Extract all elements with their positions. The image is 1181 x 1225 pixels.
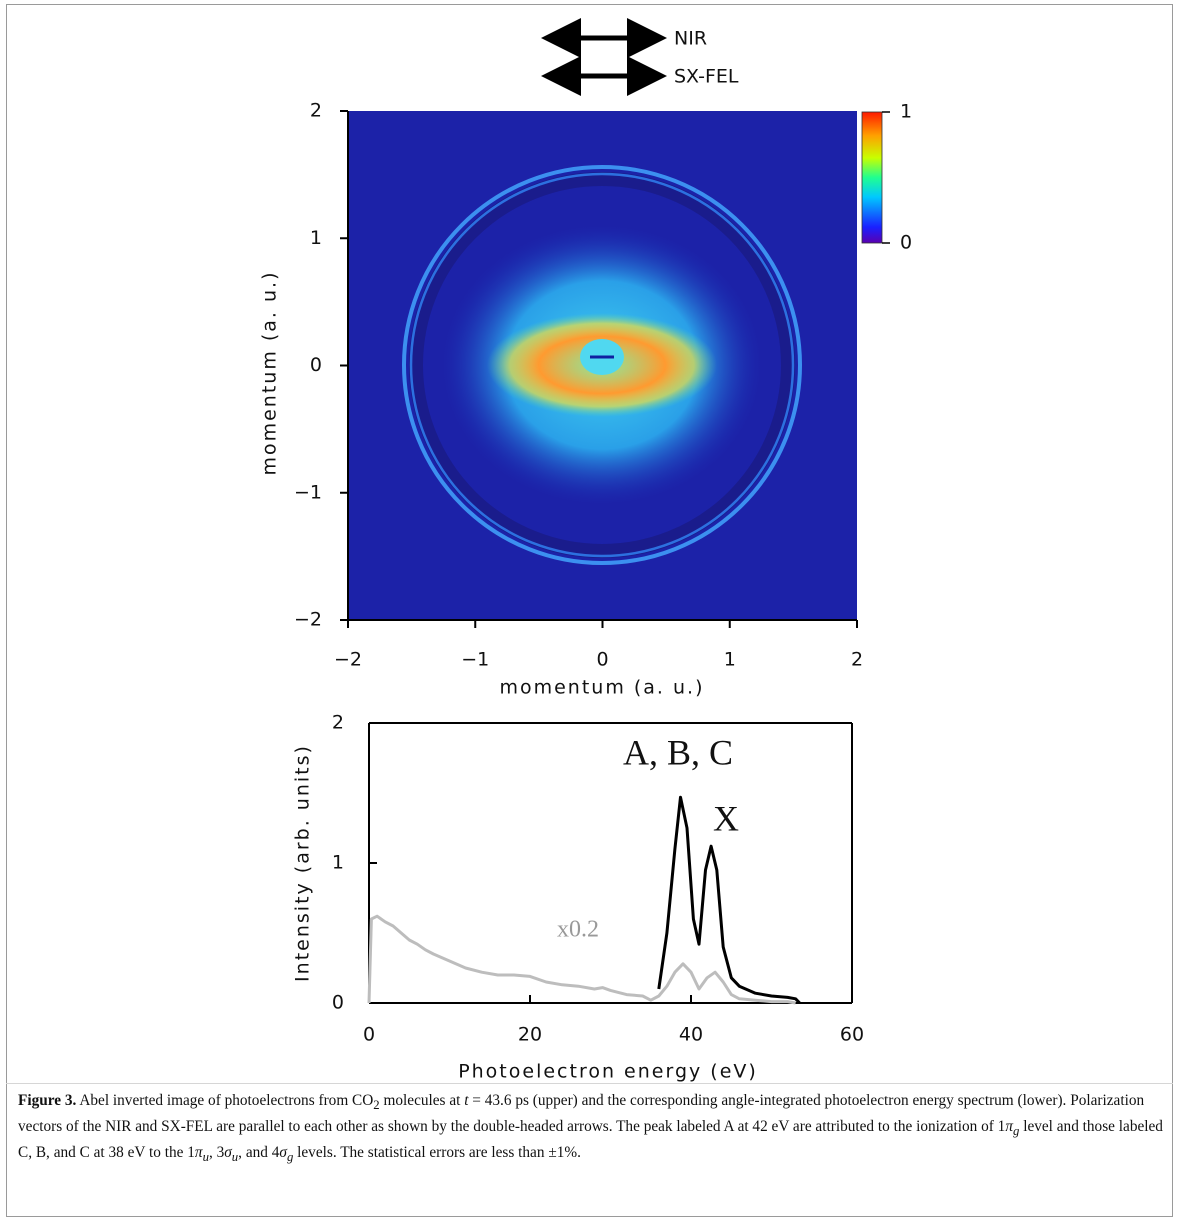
caption-text: π [194, 1144, 203, 1162]
polarization-arrows [541, 18, 667, 96]
caption: Figure 3. Abel inverted image of photoel… [18, 1090, 1166, 1168]
y-tick-label: 1 [310, 227, 322, 249]
caption-text: g [1013, 1124, 1020, 1139]
x-tick-label: 20 [518, 1024, 542, 1046]
y-tick-label: −1 [294, 481, 322, 503]
x-tick-label: 0 [363, 1024, 375, 1046]
annotation: A, B, C [623, 732, 733, 772]
x-axis-label: momentum (a. u.) [499, 677, 704, 699]
separator [6, 1083, 1173, 1084]
colorbar [861, 111, 883, 244]
annotation: x0.2 [557, 917, 599, 943]
spectrum-line [367, 914, 796, 1005]
spectrum-line [657, 795, 801, 1005]
caption-label: Figure 3. [18, 1092, 77, 1109]
y-axis-label: momentum (a. u.) [259, 270, 281, 475]
caption-text: u [202, 1150, 209, 1165]
caption-text: level and those labeled C, B, and C at 3… [18, 1118, 1163, 1162]
x-tick-label: 40 [679, 1024, 703, 1046]
caption-text: , and 4 [238, 1144, 280, 1162]
y-axis-label: Intensity (arb. units) [292, 744, 314, 982]
caption-text: 2 [373, 1098, 380, 1113]
caption-text: = 43.6 ps (upper) and the corresponding … [18, 1092, 1145, 1136]
y-tick-label: 0 [332, 992, 344, 1014]
annotation: SX-FEL [674, 66, 739, 88]
annotation: X [713, 798, 739, 838]
annotation: NIR [674, 28, 707, 50]
caption-text: Abel inverted image of photoelectrons fr… [76, 1092, 374, 1109]
y-tick-label: 2 [332, 712, 344, 734]
caption-text: , 3 [208, 1144, 225, 1162]
x-tick-label: 1 [724, 649, 736, 671]
figure: NIR SX-FEL momentum (a. u.) momentum (a.… [259, 18, 912, 1083]
caption-text: levels. The statistical errors are less … [293, 1144, 581, 1162]
x-tick-label: 2 [851, 649, 863, 671]
y-tick-label: 0 [310, 354, 322, 376]
caption-text: u [231, 1150, 239, 1165]
colorbar-tick-label: 1 [900, 101, 912, 123]
caption-text: σ [279, 1144, 287, 1162]
y-tick-label: 1 [332, 852, 344, 874]
caption-text: molecules at [379, 1092, 465, 1109]
x-tick-label: 60 [840, 1024, 864, 1046]
figure-frame [6, 4, 1173, 1217]
caption-text: σ [224, 1144, 232, 1162]
caption-text: π [1005, 1118, 1013, 1136]
x-axis-label: Photoelectron energy (eV) [458, 1061, 758, 1083]
y-tick-label: 2 [310, 100, 322, 122]
caption-text: g [286, 1150, 294, 1165]
x-tick-label: 0 [596, 649, 608, 671]
x-tick-label: −2 [334, 649, 362, 671]
caption-text: t [464, 1092, 469, 1109]
x-tick-label: −1 [461, 649, 489, 671]
colorbar-tick-label: 0 [900, 232, 912, 254]
y-tick-label: −2 [294, 609, 322, 631]
photoelectron-image [348, 111, 857, 620]
